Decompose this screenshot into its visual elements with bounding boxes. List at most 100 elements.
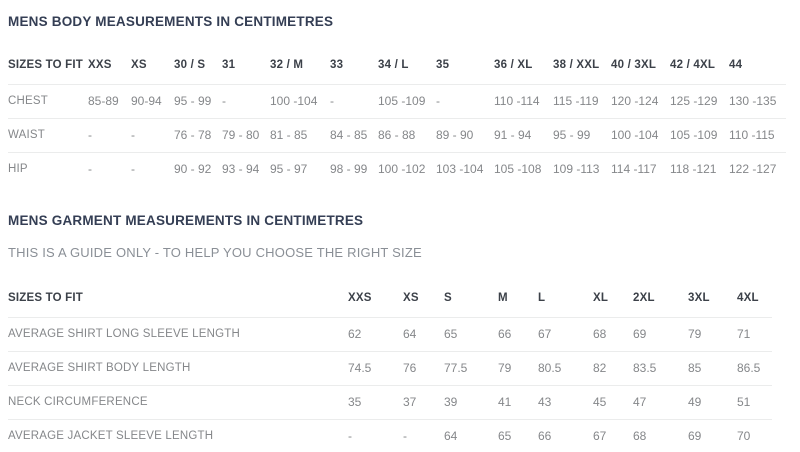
table-row-chest: CHEST 85-89 90-94 95 - 99-100 -104-105 -109…: [8, 84, 786, 119]
measurement-cell: 65: [498, 419, 538, 452]
table-row-waist: WAIST - -76 - 78 79 - 80 81 - 85 84 - 85 86 - …: [8, 118, 786, 153]
column-header-size-xs: XS: [403, 286, 444, 318]
measurement-cell: 68: [593, 317, 633, 352]
measurement-cell: 64: [403, 317, 444, 352]
column-header-size-36-xl: 36 / XL: [494, 53, 553, 85]
measurement-cell: 65: [444, 317, 498, 352]
measurement-cell: 109 -113: [553, 162, 600, 176]
measurement-cell: 37: [403, 385, 444, 420]
column-header-size-42-4xl: 42 / 4XL: [670, 53, 729, 85]
table-row-hip: HIP - - 90 - 92 93 - 94 95 - 97 98 - 99 100 -10…: [8, 153, 786, 187]
measurement-cell: 95 - 99: [553, 118, 611, 153]
measurement-cell: 105 -109: [670, 118, 729, 153]
measurement-cell: 76: [403, 351, 444, 386]
measurement-cell: 45: [593, 385, 633, 420]
measurement-cell: 86.5: [737, 351, 772, 386]
row-label-waist: WAIST: [8, 118, 88, 153]
column-header-size-33: 33: [330, 53, 378, 85]
measurement-cell: 64: [444, 419, 498, 452]
row-label-hip: HIP: [8, 163, 28, 175]
measurement-cell: 43: [538, 385, 593, 420]
column-header-size-35: 35: [436, 53, 494, 85]
column-header-size-38-xxl: 38 / XXL: [553, 53, 611, 85]
column-header-size-xs: XS: [131, 53, 174, 85]
measurement-cell: -: [131, 118, 174, 153]
table-row-average-jacket-sleeve-length: AVERAGE JACKET SLEEVE LENGTH - -64 65 66 67 68…: [8, 419, 772, 452]
column-header-size-30-s: 30 / S: [174, 53, 222, 85]
measurement-cell: -: [330, 84, 378, 119]
column-header-size-l: L: [538, 286, 593, 318]
measurement-cell: 98 - 99: [330, 162, 368, 176]
table-row-neck-circumference: NECK CIRCUMFERENCE 35 37 39 41 43 45 47 49 51: [8, 385, 772, 420]
measurement-cell: 90-94: [131, 84, 174, 119]
measurement-cell: 41: [498, 385, 538, 420]
measurement-cell: 118 -121: [670, 162, 717, 176]
measurement-cell: 69: [633, 317, 688, 352]
measurement-cell: 51: [737, 385, 772, 420]
garment-measurements-title: MENS GARMENT MEASUREMENTS IN CENTIMETRES: [8, 213, 364, 228]
row-label-chest: CHEST: [8, 84, 88, 119]
measurement-cell: 79 - 80: [222, 118, 270, 153]
column-header-size-4xl: 4XL: [737, 286, 772, 318]
row-label-average-shirt-body-length: AVERAGE SHIRT BODY LENGTH: [8, 351, 348, 386]
column-header-size-xl: XL: [593, 286, 633, 318]
measurement-cell: 67: [593, 419, 633, 452]
column-header-sizes-to-fit: SIZES TO FIT: [8, 286, 348, 318]
measurement-cell: 70: [737, 419, 772, 452]
measurement-cell: 82: [593, 351, 633, 386]
measurement-cell: 39: [444, 385, 498, 420]
column-header-size-3xl: 3XL: [688, 286, 737, 318]
column-header-size-32-m: 32 / M: [270, 53, 330, 85]
table-header-row: SIZES TO FIT XXS XS S M L XL 2XL 3XL 4XL: [8, 286, 772, 318]
garment-measurements-table: SIZES TO FIT XXS XS S M L XL 2XL 3XL 4XL AVERAGE S…: [8, 286, 772, 452]
measurement-cell: 83.5: [633, 351, 688, 386]
measurement-cell: 125 -129: [670, 84, 729, 119]
measurement-cell: 114 -117: [611, 162, 657, 176]
measurement-cell: -: [88, 118, 131, 153]
measurement-cell: 85: [688, 351, 737, 386]
measurement-cell: 69: [688, 419, 737, 452]
measurement-cell: 103 -104: [436, 162, 484, 176]
measurement-cell: 80.5: [538, 351, 593, 386]
row-label-average-jacket-sleeve-length: AVERAGE JACKET SLEEVE LENGTH: [8, 419, 348, 452]
measurement-cell: 76 - 78: [174, 118, 222, 153]
measurement-cell: 66: [538, 419, 593, 452]
measurement-cell: 93 - 94: [222, 162, 260, 176]
measurement-cell: -: [436, 84, 494, 119]
measurement-cell: 91 - 94: [494, 118, 553, 153]
measurement-cell: 110 -114: [494, 84, 553, 119]
measurement-cell: -: [222, 84, 270, 119]
measurement-cell: 62: [348, 317, 403, 352]
measurement-cell: -: [131, 162, 135, 176]
measurement-cell: 77.5: [444, 351, 498, 386]
column-header-size-xxs: XXS: [88, 53, 131, 85]
measurement-cell: 49: [688, 385, 737, 420]
measurement-cell: 47: [633, 385, 688, 420]
column-header-size-m: M: [498, 286, 538, 318]
column-header-size-s: S: [444, 286, 498, 318]
measurement-cell: 100 -104: [270, 84, 330, 119]
measurement-cell: -: [88, 162, 92, 176]
measurement-cell: 120 -124: [611, 84, 670, 119]
column-header-sizes-to-fit: SIZES TO FIT: [8, 53, 88, 85]
measurement-cell: 115 -119: [553, 84, 611, 119]
measurement-cell: 84 - 85: [330, 118, 378, 153]
measurement-cell: 35: [348, 385, 403, 420]
measurement-cell: 71: [737, 317, 772, 352]
measurement-cell: 85-89: [88, 84, 131, 119]
column-header-size-31: 31: [222, 53, 270, 85]
measurement-cell: 105 -109: [378, 84, 436, 119]
table-row-average-shirt-body-length: AVERAGE SHIRT BODY LENGTH 74.5 76 77.5 79 80.…: [8, 351, 772, 386]
row-label-neck-circumference: NECK CIRCUMFERENCE: [8, 385, 348, 420]
garment-guide-subtitle: THIS IS A GUIDE ONLY - TO HELP YOU CHOOS…: [8, 245, 422, 260]
measurement-cell: 100 -102: [378, 162, 426, 176]
measurement-cell: 110 -115: [729, 118, 786, 153]
measurement-cell: 68: [633, 419, 688, 452]
column-header-size-34-l: 34 / L: [378, 53, 436, 85]
measurement-cell: -: [348, 419, 403, 452]
column-header-size-xxs: XXS: [348, 286, 403, 318]
measurement-cell: 95 - 97: [270, 162, 308, 176]
measurement-cell: 122 -127: [729, 162, 777, 176]
